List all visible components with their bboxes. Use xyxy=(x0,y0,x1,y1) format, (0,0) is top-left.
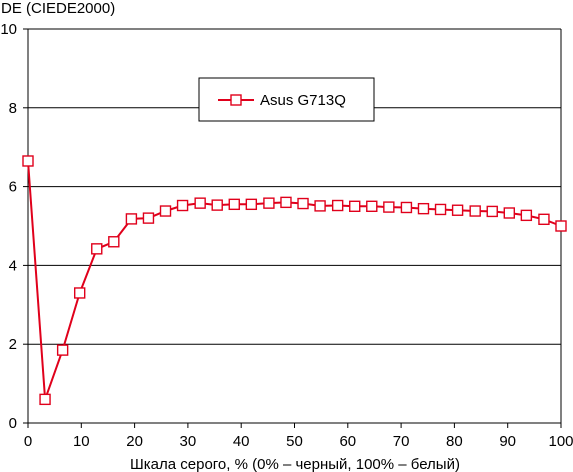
data-point xyxy=(159,205,172,217)
x-tick-label: 30 xyxy=(180,433,197,450)
data-point xyxy=(74,287,86,299)
data-point xyxy=(56,344,69,356)
data-point xyxy=(366,200,378,213)
data-point xyxy=(331,199,344,212)
data-point xyxy=(555,220,567,232)
data-point xyxy=(108,236,120,248)
x-tick-label: 70 xyxy=(393,433,410,450)
data-point xyxy=(538,213,550,226)
x-tick-label: 90 xyxy=(499,433,516,450)
series-layer xyxy=(22,155,567,406)
data-point xyxy=(434,203,447,216)
data-point xyxy=(176,199,189,212)
data-point xyxy=(39,393,51,406)
data-point xyxy=(22,155,34,167)
legend-marker xyxy=(230,94,242,106)
x-tick-label: 10 xyxy=(73,433,90,450)
x-tick-label: 80 xyxy=(446,433,463,450)
grid-lines xyxy=(28,28,561,345)
y-tick-label: 10 xyxy=(0,21,17,38)
data-point xyxy=(245,198,258,211)
series-line xyxy=(27,160,562,400)
data-point xyxy=(314,200,326,212)
data-point xyxy=(503,207,515,219)
x-tick-label: 20 xyxy=(126,433,143,450)
y-axis-title: DE (CIEDE2000) xyxy=(1,0,115,17)
data-point xyxy=(383,201,395,213)
data-point xyxy=(451,204,464,216)
y-tick-label: 6 xyxy=(9,179,17,196)
data-point xyxy=(297,197,309,210)
y-tick-label: 2 xyxy=(9,336,17,353)
data-point xyxy=(91,243,103,255)
data-point xyxy=(194,197,206,209)
data-point xyxy=(228,198,240,211)
data-point xyxy=(349,200,361,213)
y-tick-label: 4 xyxy=(9,257,17,274)
data-point xyxy=(263,197,275,209)
x-tick-label: 100 xyxy=(548,433,573,450)
data-point xyxy=(520,209,533,222)
y-tick-label: 0 xyxy=(9,415,17,432)
data-point xyxy=(486,205,498,218)
data-point xyxy=(142,212,155,224)
x-tick-label: 60 xyxy=(339,433,356,450)
y-tick-label: 8 xyxy=(9,100,17,117)
data-point xyxy=(211,199,223,211)
x-axis-title: Шкала серого, % (0% – черный, 100% – бел… xyxy=(130,456,460,472)
data-point xyxy=(417,202,430,215)
legend-label: Asus G713Q xyxy=(260,92,346,109)
x-tick-label: 0 xyxy=(24,433,32,450)
data-point xyxy=(469,205,481,217)
x-tick-label: 50 xyxy=(286,433,303,450)
x-tick-label: 40 xyxy=(233,433,250,450)
data-point xyxy=(280,196,292,209)
data-point xyxy=(400,201,413,214)
legend: Asus G713Q xyxy=(198,77,375,122)
data-point xyxy=(125,213,138,225)
